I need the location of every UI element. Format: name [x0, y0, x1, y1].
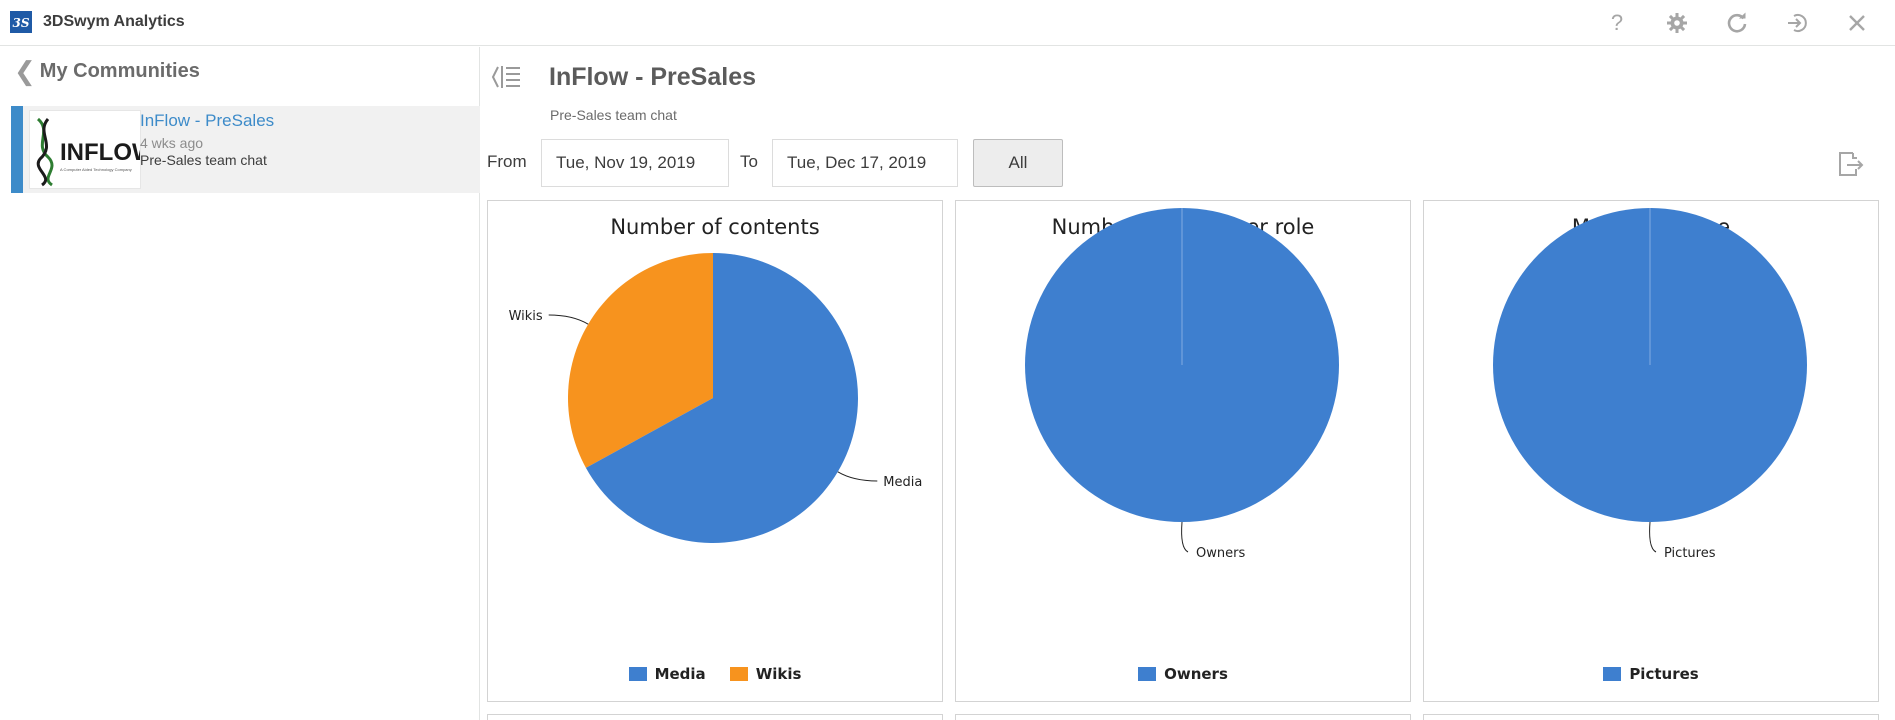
page-subtitle: Pre-Sales team chat — [550, 107, 677, 123]
slice-label: Wikis — [509, 309, 543, 324]
community-logo: INFLOW A Computer Aided Technology Compa… — [29, 110, 141, 189]
chart-legend: Media Wikis — [488, 665, 942, 683]
legend-swatch — [729, 667, 748, 681]
pie-slice-pictures[interactable] — [1493, 208, 1807, 522]
chart-card-next — [1423, 714, 1879, 720]
help-glyph: ? — [1610, 10, 1624, 35]
legend-item-wikis[interactable]: Wikis — [729, 665, 802, 683]
chart-legend: Pictures — [1424, 665, 1878, 683]
app-title: 3DSwym Analytics — [43, 13, 185, 30]
from-date-field[interactable]: Tue, Nov 19, 2019 — [541, 139, 729, 187]
settings-icon[interactable] — [1662, 8, 1692, 38]
chart-card-next — [487, 714, 943, 720]
legend-label: Pictures — [1629, 665, 1699, 683]
title-bar: 3S 3DSwym Analytics ? — [0, 0, 1895, 46]
legend-label: Wikis — [755, 665, 802, 683]
slice-label: Media — [883, 475, 922, 490]
chevron-left-icon: ❮ — [14, 56, 36, 87]
legend-item-owners[interactable]: Owners — [1138, 665, 1228, 683]
logo-tagline: A Computer Aided Technology Company — [60, 167, 132, 172]
page-title: InFlow - PreSales — [549, 63, 757, 91]
collapse-sidebar-icon[interactable] — [491, 62, 523, 92]
svg-text:3S: 3S — [12, 16, 29, 30]
legend-item-media[interactable]: Media — [628, 665, 706, 683]
legend-swatch — [1603, 667, 1622, 681]
export-icon[interactable] — [1835, 149, 1865, 179]
label-connector — [1649, 521, 1657, 553]
legend-swatch — [628, 667, 647, 681]
help-icon[interactable]: ? — [1602, 8, 1632, 38]
chart-title: Number of contents — [610, 215, 820, 239]
back-label: My Communities — [39, 60, 200, 82]
communities-sidebar: ❮ My Communities INFLOW A Computer Aided… — [0, 47, 480, 720]
legend-swatch — [1138, 667, 1157, 681]
app-logo-icon: 3S — [10, 11, 32, 33]
chart-card-users-per-role: Number of users per role Owners Owners — [955, 200, 1411, 702]
close-icon[interactable] — [1842, 8, 1872, 38]
chart-card-contents: Number of contents Media Wikis Media Wikis — [487, 200, 943, 702]
selected-indicator — [11, 106, 23, 193]
label-connector — [548, 314, 589, 325]
legend-label: Media — [654, 665, 706, 683]
to-date-field[interactable]: Tue, Dec 17, 2019 — [772, 139, 958, 187]
to-label: To — [740, 152, 758, 171]
label-connector — [1181, 521, 1189, 553]
contents-pie-chart: Media Wikis — [509, 253, 922, 543]
legend-label: Owners — [1164, 665, 1228, 683]
chart-card-media-per-type: Media per type Pictures Pictures — [1423, 200, 1879, 702]
pie-slice-media[interactable] — [585, 253, 858, 543]
all-button[interactable]: All — [973, 139, 1063, 187]
logo-text: INFLOW — [60, 139, 141, 166]
community-description: Pre-Sales team chat — [140, 152, 267, 168]
pie-slice-owners[interactable] — [1025, 208, 1339, 522]
slice-label: Pictures — [1664, 546, 1716, 561]
users-per-role-pie-chart: Owners — [1025, 208, 1339, 561]
refresh-icon[interactable] — [1722, 8, 1752, 38]
media-per-type-pie-chart: Pictures — [1493, 208, 1807, 561]
signout-icon[interactable] — [1782, 8, 1812, 38]
chart-legend: Owners — [956, 665, 1410, 683]
legend-item-pictures[interactable]: Pictures — [1603, 665, 1699, 683]
slice-label: Owners — [1196, 546, 1245, 561]
pie-slice-wikis[interactable] — [568, 253, 713, 468]
community-item[interactable]: INFLOW A Computer Aided Technology Compa… — [11, 106, 480, 193]
from-label: From — [487, 152, 527, 171]
label-connector — [837, 471, 878, 482]
community-age: 4 wks ago — [140, 135, 204, 151]
chart-card-next — [955, 714, 1411, 720]
back-to-communities-link[interactable]: ❮ My Communities — [14, 56, 200, 87]
community-name[interactable]: InFlow - PreSales — [140, 111, 275, 130]
